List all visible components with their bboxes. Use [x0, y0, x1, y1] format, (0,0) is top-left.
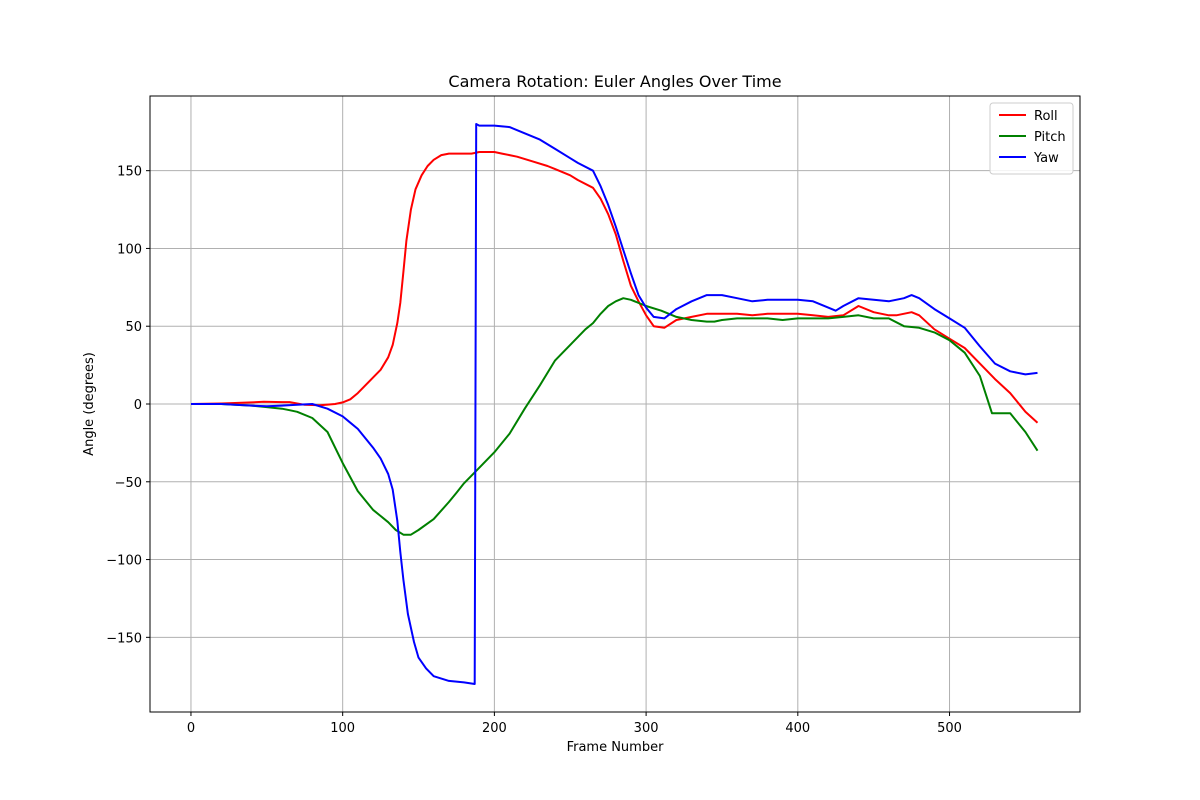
y-tick-label: −100: [106, 554, 142, 569]
series-line-roll: [190, 151, 1039, 424]
series-line-pitch: [191, 297, 1039, 536]
plot-lines: [190, 123, 1039, 685]
y-tick-label: 100: [117, 242, 142, 257]
x-tick-label: 100: [330, 721, 355, 736]
x-tick-label: 300: [634, 721, 659, 736]
x-tick-label: 200: [482, 721, 507, 736]
x-tick-label: 400: [785, 721, 810, 736]
chart-title: Camera Rotation: Euler Angles Over Time: [448, 72, 781, 91]
legend-label-yaw: Yaw: [1033, 151, 1059, 166]
x-axis-label: Frame Number: [567, 740, 665, 755]
legend-label-pitch: Pitch: [1034, 130, 1066, 145]
y-tick-label: −150: [106, 631, 142, 646]
series-line-yaw: [191, 123, 1038, 685]
y-tick-label: 0: [134, 398, 142, 413]
axis-ticks: 0 100 200 300 400 500 −150 −100 −50 0 50 100 150: [106, 165, 962, 736]
x-tick-label: 500: [937, 721, 962, 736]
y-tick-label: 150: [117, 165, 142, 180]
legend-label-roll: Roll: [1034, 109, 1058, 124]
y-tick-label: −50: [115, 476, 142, 491]
grid: [150, 96, 1080, 712]
x-tick-label: 0: [187, 721, 195, 736]
legend: Roll Pitch Yaw: [989, 102, 1074, 175]
y-tick-label: 50: [125, 320, 142, 335]
y-axis-label: Angle (degrees): [82, 352, 97, 456]
